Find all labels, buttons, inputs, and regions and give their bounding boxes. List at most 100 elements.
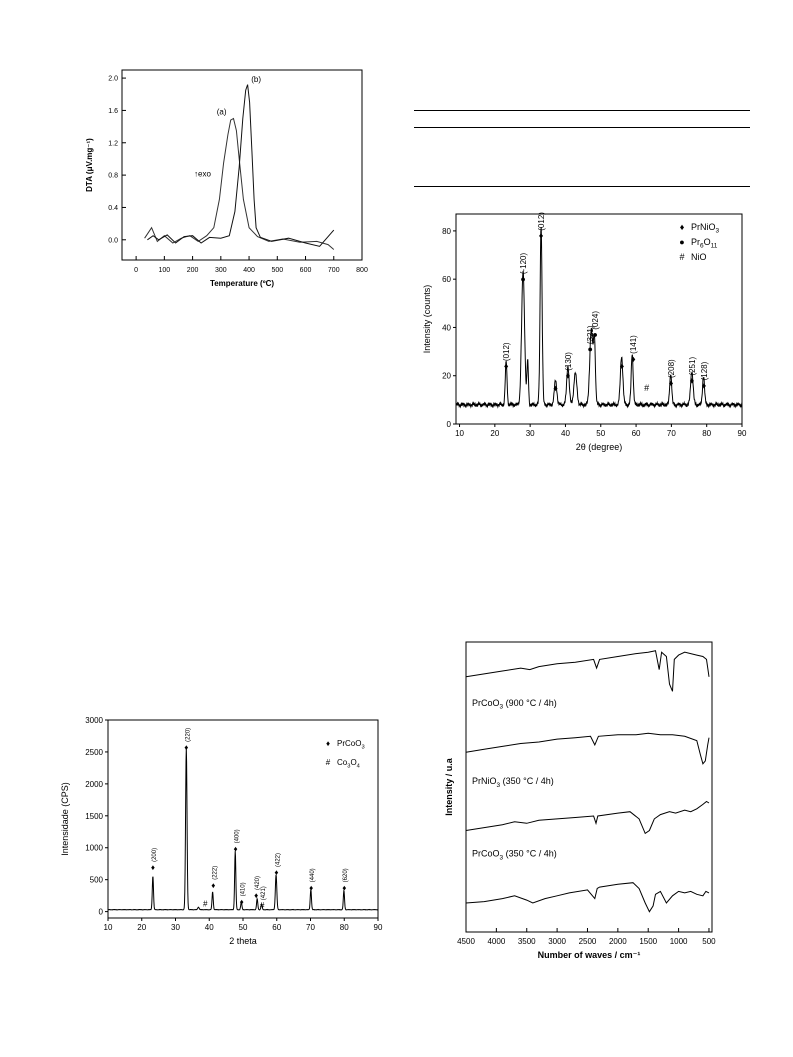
- dta-plot-frame: [121, 69, 363, 261]
- xrd-prcoo3-peak-label: (200): [152, 848, 158, 862]
- dta-chart: 0 100 200 300 400 500 600 700 800 0.0 0.4 0.8 1.2 1.6…: [85, 69, 368, 288]
- xrd-prcoo3-x-tick-label: 40: [205, 923, 214, 932]
- xrd-prnio3-x-tick-label: 90: [738, 429, 747, 438]
- xrd-prnio3-peak-marker: ●: [587, 344, 592, 354]
- ftir-spectrum-line: [465, 650, 710, 692]
- xrd-prnio3-y-tick-label: 60: [442, 275, 451, 284]
- xrd-prnio3-chart: 10 20 30 40 50 60 70 80 90 0 20 40 60 80 2θ (degree) In…: [422, 212, 747, 452]
- dta-x-tick-label: 0: [134, 267, 138, 274]
- xrd-prnio3-pattern-line: [455, 227, 743, 409]
- ftir-x-tick-label: 1000: [670, 937, 688, 946]
- xrd-prcoo3-peak-label: (422): [275, 853, 281, 867]
- xrd-prnio3-peak-marker: ♦: [631, 354, 636, 364]
- dta-x-tick-label: 800: [356, 267, 368, 274]
- xrd-prnio3-peak-label: (012): [537, 212, 546, 231]
- xrd-prnio3-legend-marker: ♦: [680, 222, 685, 232]
- xrd-prnio3-y-axis-label: Intensity (counts): [422, 285, 432, 354]
- dta-x-tick-label: 700: [328, 267, 340, 274]
- xrd-prcoo3-y-tick-label: 1500: [85, 812, 103, 821]
- xrd-prcoo3-y-tick-label: 1000: [85, 844, 103, 853]
- dta-y-tick-label: 0.0: [108, 237, 118, 244]
- xrd-prnio3-peak-label: (024): [591, 311, 600, 330]
- xrd-prnio3-peak-label: (130): [564, 352, 573, 371]
- xrd-prnio3-x-tick-label: 10: [455, 429, 464, 438]
- ftir-series-label: PrNiO3 (350 °C / 4h): [472, 776, 554, 789]
- xrd-prnio3-x-tick-label: 60: [632, 429, 641, 438]
- xrd-prcoo3-peak-label: (440): [310, 868, 316, 882]
- xrd-prcoo3-x-axis-label: 2 theta: [229, 936, 257, 946]
- xrd-prcoo3-legend-label: PrCoO3: [337, 739, 365, 750]
- dta-x-tick-label: 200: [187, 267, 199, 274]
- xrd-prcoo3-peak-label: (620): [343, 868, 349, 882]
- xrd-prcoo3-peak-label: (400): [235, 829, 241, 843]
- xrd-prnio3-peak-marker: ♦: [702, 380, 707, 390]
- xrd-prnio3-figure: 10 20 30 40 50 60 70 80 90 0 20 40 60 80 2θ (degree) In…: [418, 208, 750, 462]
- xrd-prcoo3-peak-marker: ♦: [184, 743, 188, 752]
- dta-y-tick-label: 0.4: [108, 205, 118, 212]
- ftir-plot-frame: [465, 641, 713, 933]
- xrd-prcoo3-peak-marker: #: [260, 901, 265, 910]
- xrd-prcoo3-legend-marker: ♦: [326, 739, 330, 748]
- dta-y-tick-label: 2.0: [108, 76, 118, 83]
- xrd-prnio3-y-tick-label: 40: [442, 323, 451, 332]
- xrd-prnio3-peak-label: (-120): [519, 252, 528, 274]
- xrd-prcoo3-x-tick-label: 20: [137, 923, 146, 932]
- xrd-prcoo3-y-tick-label: 3000: [85, 716, 103, 725]
- xrd-prcoo3-pattern-line: [107, 748, 379, 911]
- xrd-prcoo3-x-tick-label: 90: [374, 923, 383, 932]
- xrd-prcoo3-x-tick-label: 30: [171, 923, 180, 932]
- xrd-prnio3-x-axis-label: 2θ (degree): [576, 442, 623, 452]
- xrd-prcoo3-peak-marker: ♦: [234, 844, 238, 853]
- table-header-rule: [414, 127, 750, 128]
- xrd-prnio3-y-tick-label: 0: [447, 420, 452, 429]
- xrd-prnio3-peak-marker: ♦: [566, 371, 571, 381]
- table-top-rule: [414, 110, 750, 111]
- xrd-prcoo3-legend-label: Co3O4: [337, 758, 361, 769]
- xrd-prnio3-peak-marker: ●: [592, 330, 597, 340]
- xrd-prcoo3-x-tick-label: 50: [239, 923, 248, 932]
- ftir-series-label: PrCoO3 (900 °C / 4h): [472, 698, 557, 711]
- ftir-x-axis-label: Number of waves / cm⁻¹: [538, 950, 641, 960]
- dta-annotation-exo: ↑exo: [194, 170, 211, 179]
- xrd-prnio3-x-tick-label: 70: [667, 429, 676, 438]
- xrd-prcoo3-peak-marker: ♦: [274, 868, 278, 877]
- ftir-x-tick-label: 2500: [579, 937, 597, 946]
- xrd-prnio3-peak-label: (208): [667, 359, 676, 378]
- ftir-spectrum-line: [465, 882, 710, 913]
- xrd-prcoo3-peak-marker: ♦: [240, 897, 244, 906]
- dta-annotation-b: (b): [251, 75, 261, 84]
- xrd-prnio3-x-tick-label: 80: [702, 429, 711, 438]
- xrd-prnio3-peak-label: (321): [586, 325, 595, 344]
- xrd-prcoo3-x-tick-label: 70: [306, 923, 315, 932]
- xrd-prcoo3-y-tick-label: 500: [90, 876, 104, 885]
- dta-y-tick-label: 1.6: [108, 108, 118, 115]
- xrd-prnio3-peak-marker: ♦: [539, 231, 544, 241]
- dta-x-tick-label: 100: [159, 267, 171, 274]
- dta-y-tick-label: 1.2: [108, 140, 118, 147]
- dta-y-axis-label: DTA (μV.mg⁻¹): [85, 138, 94, 192]
- xrd-prnio3-peak-marker: ♦: [669, 378, 674, 388]
- xrd-prcoo3-x-tick-label: 10: [104, 923, 113, 932]
- ftir-y-axis-label: Intensity / u.a: [444, 757, 454, 816]
- ftir-x-tick-label: 1500: [639, 937, 657, 946]
- ftir-x-tick-label: 4500: [457, 937, 475, 946]
- xrd-prcoo3-peak-label: (410): [241, 882, 247, 896]
- xrd-prcoo3-x-tick-label: 60: [272, 923, 281, 932]
- ftir-spectrum-line: [465, 732, 710, 765]
- xrd-prcoo3-peak-marker: #: [203, 899, 208, 908]
- xrd-prcoo3-peak-marker: ♦: [254, 891, 258, 900]
- ftir-x-tick-label: 3500: [518, 937, 536, 946]
- ftir-x-tick-label: 500: [702, 937, 716, 946]
- xrd-prnio3-legend-label: PrNiO3: [691, 222, 720, 235]
- xrd-prnio3-peak-marker: ♦: [690, 376, 695, 386]
- ftir-spectrum-line: [465, 800, 710, 835]
- xrd-prcoo3-figure: 10 20 30 40 50 60 70 80 90 0 500 1000 1500 2000 2500 30…: [56, 712, 386, 958]
- xrd-prnio3-x-tick-label: 40: [561, 429, 570, 438]
- ftir-series-label: PrCoO3 (350 °C / 4h): [472, 849, 557, 862]
- dta-x-tick-label: 300: [215, 267, 227, 274]
- xrd-prcoo3-peak-label: (421): [261, 886, 267, 900]
- xrd-prcoo3-peak-marker: ♦: [309, 883, 313, 892]
- xrd-prnio3-peak-marker: ●: [520, 274, 525, 284]
- xrd-prcoo3-peak-label: (220): [185, 728, 191, 742]
- dta-x-axis-label: Temperature (ºC): [210, 279, 274, 288]
